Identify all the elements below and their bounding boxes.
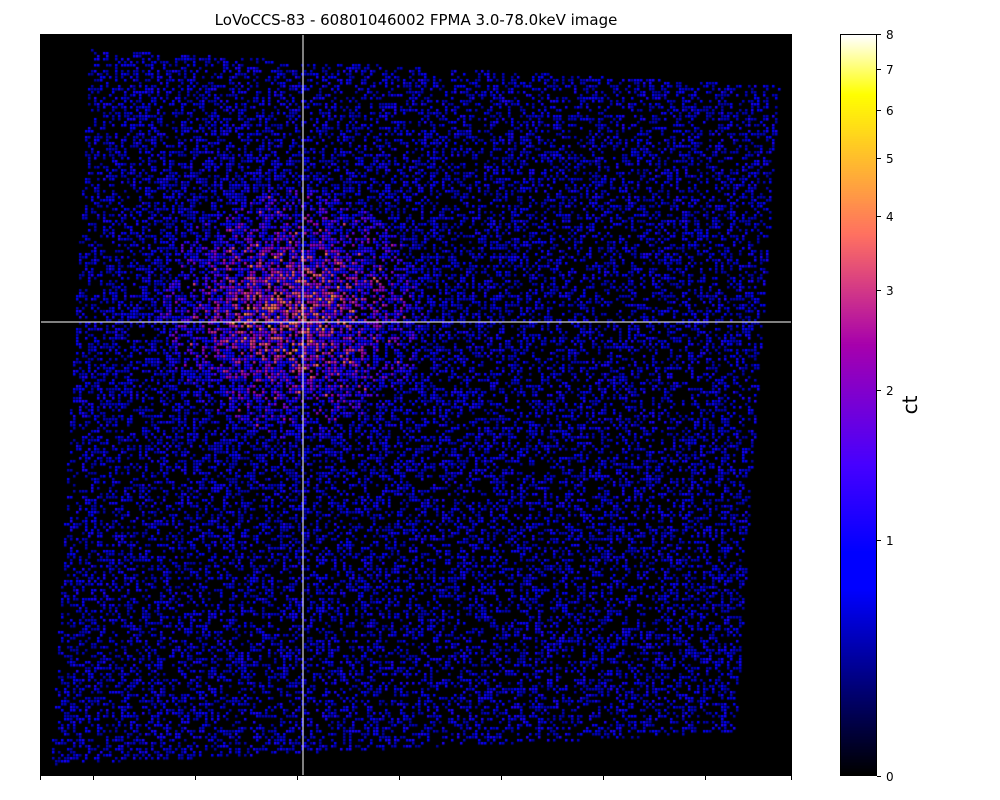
x-tick-mark bbox=[501, 776, 502, 780]
x-tick-mark bbox=[40, 776, 41, 780]
colorbar-tick-label: 7 bbox=[886, 62, 894, 77]
colorbar-tick-mark bbox=[877, 289, 881, 291]
colorbar-label: ct bbox=[898, 395, 922, 415]
colorbar-tick-label: 2 bbox=[886, 383, 894, 398]
colorbar-tick-mark bbox=[877, 775, 881, 777]
colorbar-tick-label: 0 bbox=[886, 769, 894, 784]
x-tick-mark bbox=[705, 776, 706, 780]
colorbar-tick-mark bbox=[877, 109, 881, 111]
colorbar-tick-mark bbox=[877, 215, 881, 217]
image-plot-area[interactable] bbox=[40, 34, 792, 776]
colorbar-tick-label: 4 bbox=[886, 209, 894, 224]
colorbar-tick-mark bbox=[877, 157, 881, 159]
colorbar-tick-label: 6 bbox=[886, 103, 894, 118]
crosshair bbox=[40, 34, 792, 776]
colorbar bbox=[840, 34, 877, 776]
colorbar-tick-label: 8 bbox=[886, 27, 894, 42]
colorbar-tick-label: 1 bbox=[886, 533, 894, 548]
x-tick-mark bbox=[791, 776, 792, 780]
x-axis-ticks bbox=[40, 776, 792, 782]
x-tick-mark bbox=[399, 776, 400, 780]
colorbar-tick-label: 5 bbox=[886, 151, 894, 166]
x-tick-mark bbox=[93, 776, 94, 780]
colorbar-tick-mark bbox=[877, 389, 881, 391]
x-tick-mark bbox=[297, 776, 298, 780]
colorbar-tick-label: 3 bbox=[886, 283, 894, 298]
colorbar-tick-mark bbox=[877, 33, 881, 35]
colorbar-tick-mark bbox=[877, 68, 881, 70]
x-tick-mark bbox=[603, 776, 604, 780]
x-tick-mark bbox=[195, 776, 196, 780]
chart-title: LoVoCCS-83 - 60801046002 FPMA 3.0-78.0ke… bbox=[214, 11, 618, 29]
colorbar-tick-mark bbox=[877, 539, 881, 541]
counts-image bbox=[40, 34, 792, 776]
colorbar-gradient bbox=[841, 35, 876, 775]
